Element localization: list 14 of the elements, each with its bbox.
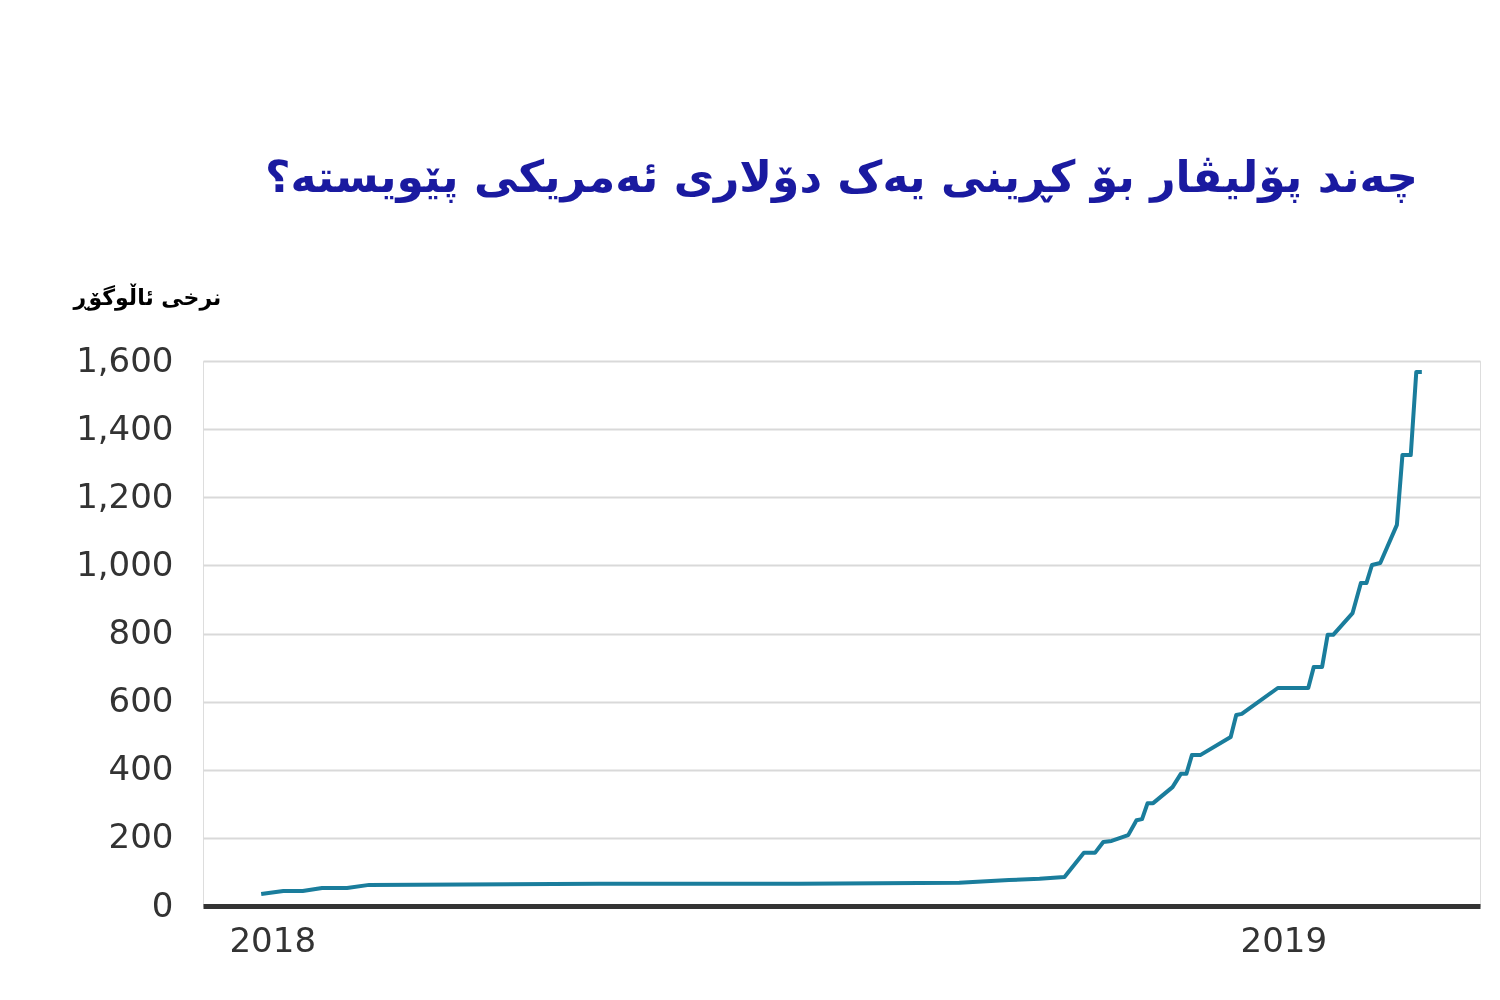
y-tick-label: 200	[108, 816, 174, 857]
y-tick-label: 1,400	[76, 407, 174, 448]
chart-title: چەند پۆلیڤار بۆ کڕینی یەک دۆلاری ئەمریکی پێویستە؟	[265, 151, 1418, 203]
x-tick-label: 2018	[229, 919, 317, 960]
y-tick-label: 400	[108, 748, 174, 789]
x-tick-label: 2019	[1240, 919, 1328, 960]
y-tick-label: 1,200	[76, 475, 174, 516]
y-tick-label: 600	[108, 680, 174, 721]
y-axis-title: نرخی ئاڵوگۆڕ	[72, 282, 222, 311]
y-tick-label: 1,000	[76, 543, 174, 584]
line-series	[259, 369, 1424, 897]
y-tick-label: 0	[151, 884, 174, 925]
y-tick-label: 800	[108, 612, 174, 652]
y-tick-label: 1,600	[76, 339, 174, 380]
